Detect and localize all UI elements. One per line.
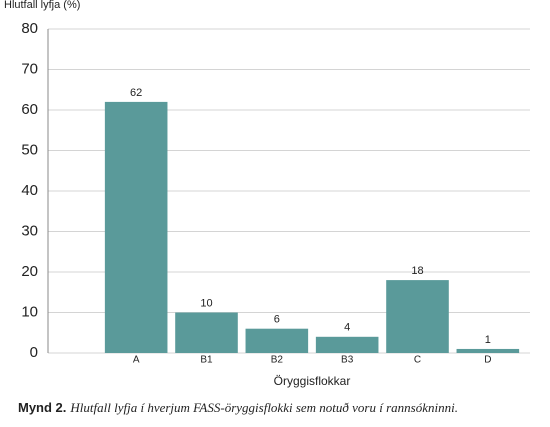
value-label: 4 <box>344 322 350 334</box>
y-tick-label: 10 <box>21 303 38 320</box>
y-tick-label: 0 <box>30 344 38 361</box>
y-tick-label: 50 <box>21 141 38 158</box>
bar <box>175 312 238 353</box>
bar <box>386 280 449 353</box>
value-label: 10 <box>200 297 212 309</box>
y-tick-label: 80 <box>21 20 38 37</box>
x-tick-label: B2 <box>271 355 284 366</box>
value-label: 62 <box>130 87 142 99</box>
x-tick-label: B3 <box>341 355 354 366</box>
y-axis-label: Hlutfall lyfja (%) <box>4 0 80 11</box>
y-tick-label: 70 <box>21 60 38 77</box>
caption-text: Hlutfall lyfja í hverjum FASS-öryggisflo… <box>69 400 458 415</box>
y-tick-label: 20 <box>21 263 38 280</box>
caption-label: Mynd 2. <box>18 400 66 415</box>
x-tick-label: C <box>414 355 421 366</box>
y-tick-label: 40 <box>21 182 38 199</box>
caption: Mynd 2. Hlutfall lyfja í hverjum FASS-öry… <box>18 400 458 415</box>
bar <box>456 348 520 353</box>
value-label: 18 <box>411 265 423 277</box>
y-tick-label: 60 <box>21 101 38 118</box>
bar <box>315 336 379 353</box>
value-label: 6 <box>274 314 280 326</box>
bar <box>104 101 168 354</box>
x-tick-label: B1 <box>200 355 213 366</box>
x-tick-label: D <box>484 355 491 366</box>
value-label: 1 <box>485 334 491 346</box>
y-tick-label: 30 <box>21 222 38 239</box>
x-tick-label: A <box>133 355 140 366</box>
bar <box>245 328 309 353</box>
x-axis-label: Öryggisflokkar <box>274 374 351 388</box>
